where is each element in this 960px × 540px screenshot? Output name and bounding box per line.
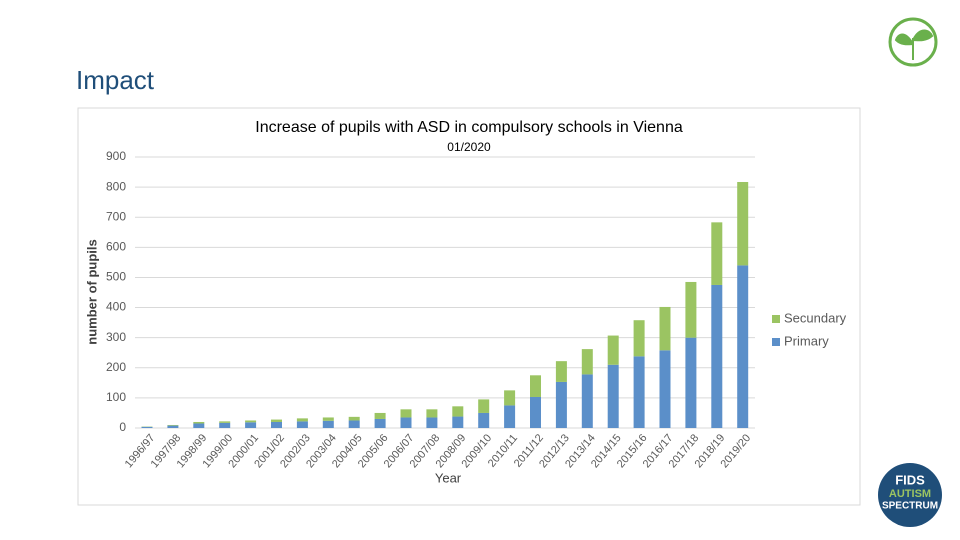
y-axis-label: number of pupils [84, 239, 99, 344]
bar-segment [659, 306, 671, 351]
y-tick-label: 100 [106, 390, 126, 404]
bar-segment [167, 425, 179, 428]
bar-segment [193, 421, 205, 424]
bar-segment [296, 418, 308, 422]
bar-segment [452, 416, 464, 428]
chart-frame [77, 107, 861, 506]
chart-title: Increase of pupils with ASD in compulsor… [255, 119, 683, 136]
bar-segment [322, 420, 334, 428]
bar-segment [478, 399, 490, 413]
bar-segment [685, 337, 697, 428]
bar-segment [271, 419, 282, 422]
y-tick-label: 700 [106, 209, 126, 223]
chart-subtitle: 01/2020 [447, 140, 491, 154]
bar-segment [348, 416, 360, 421]
y-tick-label: 300 [106, 330, 126, 344]
logo-text: SPECTRUM [882, 501, 938, 512]
logo-text: FIDS [895, 472, 925, 487]
bar-segment [400, 417, 412, 428]
legend-label: Primary [784, 333, 829, 348]
fids-logo: FIDS AUTISM SPECTRUM [878, 463, 942, 527]
leaf-logo [888, 17, 938, 67]
bar-segment [685, 281, 697, 338]
bar-segment [245, 420, 257, 423]
bar-segment [219, 422, 231, 428]
bar-segment [737, 181, 749, 266]
bar-segment [711, 222, 723, 285]
bar-segment [581, 374, 593, 428]
bar-segment [607, 364, 619, 428]
bar-segment [504, 390, 516, 406]
bar-segment [426, 417, 438, 428]
y-tick-label: 800 [106, 179, 126, 193]
bar-segment [659, 350, 671, 428]
bar-segment [167, 424, 179, 426]
bar-segment [530, 375, 541, 397]
y-tick-label: 900 [106, 149, 126, 163]
y-tick-label: 200 [106, 360, 126, 374]
bar-segment [711, 284, 723, 428]
y-tick-label: 400 [106, 300, 126, 314]
bar-segment [607, 335, 619, 365]
bar-segment [555, 361, 567, 382]
bar-segment [245, 422, 257, 428]
bar-segment [581, 349, 593, 375]
y-tick-label: 0 [119, 420, 126, 434]
y-tick-label: 600 [106, 240, 126, 254]
bar-segment [633, 320, 645, 357]
bar-segment [400, 409, 412, 418]
legend-swatch [772, 315, 780, 323]
logo-text: AUTISM [889, 488, 931, 500]
y-tick-label: 500 [106, 270, 126, 284]
x-axis-label: Year [435, 470, 462, 485]
bar-segment [193, 423, 205, 428]
bar-segment [530, 396, 541, 428]
bar-segment [452, 406, 464, 417]
bar-segment [374, 418, 386, 428]
bar-segment [296, 421, 308, 428]
bar-segment [271, 421, 282, 428]
bar-segment [426, 409, 438, 418]
bar-segment [141, 426, 153, 428]
bar-segment [737, 265, 749, 428]
slide-title: Impact [76, 65, 155, 95]
bar-segment [633, 356, 645, 428]
bar-segment [322, 417, 334, 421]
bar-segment [555, 381, 567, 428]
bar-segment [219, 421, 231, 423]
bar-segment [478, 412, 490, 428]
bar-segment [348, 420, 360, 428]
bar-segment [504, 405, 516, 428]
legend-label: Secundary [784, 310, 847, 325]
bar-segment [374, 412, 386, 419]
legend-swatch [772, 338, 780, 346]
